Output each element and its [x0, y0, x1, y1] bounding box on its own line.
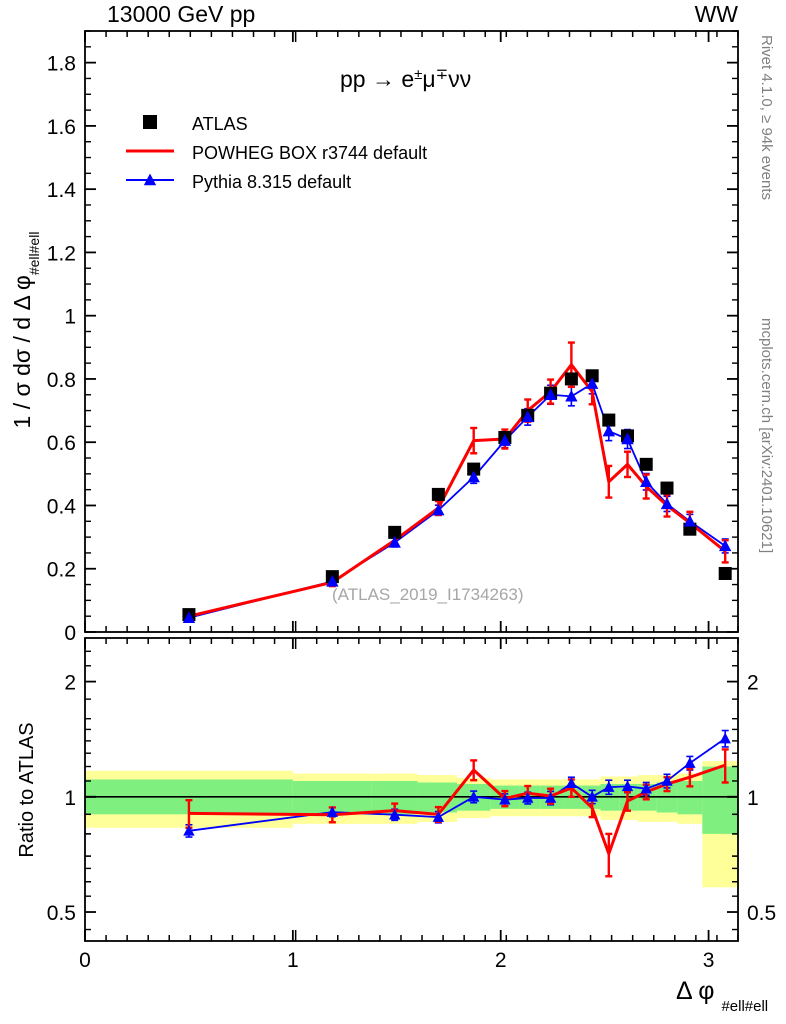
legend-label-pythia: Pythia 8.315 default — [192, 172, 351, 192]
pythia-ratio-marker — [326, 806, 339, 817]
pythia-ratio-marker — [640, 782, 652, 794]
x-tick-label: 0 — [79, 949, 91, 972]
y-tick-label: 1.4 — [47, 179, 77, 202]
y-axis-label: 1 / σ dσ / d Δ φ#ell#ell — [9, 232, 42, 429]
pythia-main-marker — [565, 389, 578, 402]
y-tick-label: 0.4 — [47, 495, 77, 518]
pythia-main-marker — [326, 574, 339, 587]
header-beam-label: 13000 GeV pp — [107, 1, 255, 27]
ratio-y-tick-label: 1 — [64, 787, 76, 810]
atlas-main-marker — [388, 525, 402, 539]
powheg-main-line — [188, 363, 727, 618]
pythia-ratio-marker — [432, 811, 445, 822]
pythia-main-marker — [585, 377, 599, 389]
pythia-ratio-marker — [586, 790, 598, 802]
pythia-ratio-marker — [499, 793, 511, 805]
pythia-ratio-marker — [603, 781, 615, 792]
process-annotation: pp → e±μ∓νν — [340, 66, 471, 92]
pythia-main-marker — [521, 410, 534, 423]
atlas-main-marker — [602, 413, 616, 427]
pythia-ratio-marker — [719, 732, 731, 744]
y-tick-label: 0 — [64, 622, 76, 645]
pythia-main-marker — [640, 475, 653, 487]
ratio-y-tick-label-right: 1 — [747, 787, 759, 810]
atlas-main-marker — [718, 566, 732, 580]
x-tick-label: 1 — [287, 949, 299, 972]
pythia-main-marker — [602, 424, 615, 437]
pythia-ratio-marker — [522, 791, 534, 803]
pythia-ratio-marker — [565, 777, 578, 789]
pythia-main-marker — [621, 432, 634, 445]
rivet-version-label: Rivet 4.1.0, ≥ 94k events — [758, 35, 775, 200]
pythia-ratio-marker — [544, 791, 557, 803]
ratio-y-tick-label-right: 2 — [747, 672, 759, 695]
pythia-main-marker — [544, 388, 557, 400]
main-panel-frame — [84, 30, 739, 633]
y-tick-label: 1 — [64, 306, 76, 329]
pythia-main-marker — [719, 539, 732, 552]
x-axis-label: Δ φ #ell#ell — [676, 977, 768, 1015]
atlas-main-marker — [639, 457, 653, 471]
pythia-ratio-marker — [183, 824, 195, 836]
y-tick-label: 0.8 — [47, 369, 76, 392]
ratio-band-inner — [702, 766, 738, 834]
atlas-main-marker — [585, 369, 599, 383]
y-tick-label: 0.2 — [47, 559, 76, 582]
atlas-main-marker — [660, 481, 674, 495]
legend-marker-atlas — [143, 115, 157, 129]
ratio-y-tick-label-right: 0.5 — [747, 902, 776, 925]
y-tick-label: 1.6 — [47, 116, 76, 139]
powheg-ratio-line — [188, 763, 726, 856]
pythia-main-marker — [683, 514, 697, 527]
y-tick-label: 0.6 — [47, 432, 76, 455]
legend-marker-pythia — [143, 173, 157, 186]
ratio-y-tick-label: 2 — [64, 672, 76, 695]
pythia-main-marker — [182, 611, 196, 623]
ratio-y-axis-label: Ratio to ATLAS — [16, 722, 38, 857]
x-tick-label: 2 — [495, 949, 507, 972]
ratio-panel-frame — [84, 637, 739, 942]
legend-label-powheg: POWHEG BOX r3744 default — [192, 143, 427, 163]
pythia-main-marker — [660, 497, 674, 510]
atlas-main-marker — [431, 487, 445, 501]
legend-label-atlas: ATLAS — [192, 114, 248, 134]
pythia-ratio-marker — [621, 780, 634, 792]
ratio-y-tick-label: 0.5 — [47, 902, 76, 925]
y-tick-label: 1.2 — [47, 242, 76, 265]
pythia-ratio-marker — [684, 757, 696, 768]
pythia-main-line — [188, 382, 726, 619]
mcplots-source-label: mcplots.cern.ch [arXiv:2401.10621] — [758, 318, 775, 553]
pythia-main-marker — [467, 470, 480, 483]
atlas-main-marker — [467, 462, 481, 476]
x-tick-label: 3 — [703, 949, 715, 972]
pythia-ratio-marker — [661, 774, 673, 786]
atlas-main-marker — [564, 372, 578, 386]
header-process-label: WW — [695, 1, 739, 27]
pythia-main-marker — [432, 503, 445, 516]
pythia-ratio-marker — [467, 790, 480, 802]
pythia-main-marker — [388, 535, 401, 548]
watermark-label: (ATLAS_2019_I1734263) — [332, 585, 524, 604]
pythia-ratio-marker — [389, 808, 401, 820]
pythia-main-marker — [498, 434, 512, 446]
y-tick-label: 1.8 — [47, 53, 76, 76]
